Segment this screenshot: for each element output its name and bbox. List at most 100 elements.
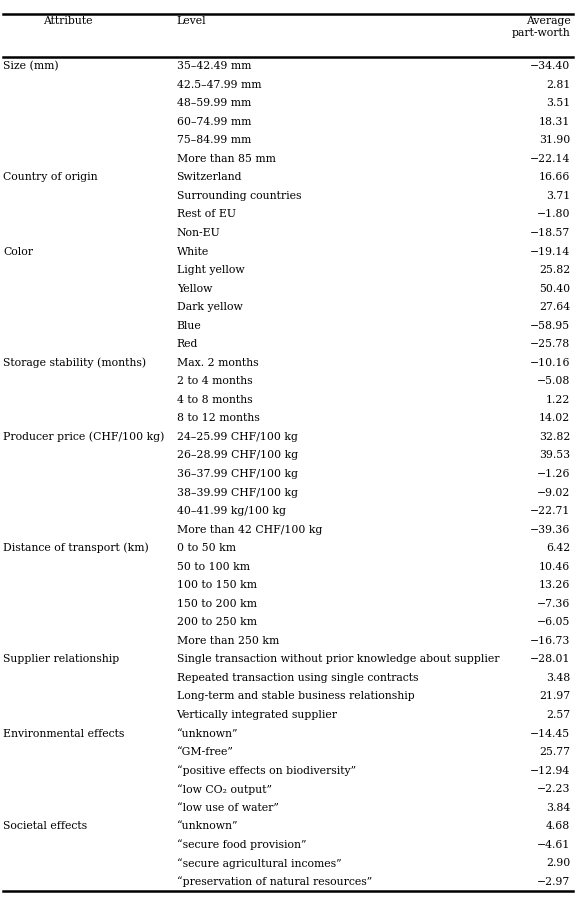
- Text: 21.97: 21.97: [539, 692, 570, 702]
- Text: −4.61: −4.61: [537, 840, 570, 850]
- Text: Non-EU: Non-EU: [177, 228, 221, 238]
- Text: 1.22: 1.22: [546, 395, 570, 405]
- Text: More than 42 CHF/100 kg: More than 42 CHF/100 kg: [177, 525, 322, 535]
- Text: −39.36: −39.36: [530, 525, 570, 535]
- Text: 50 to 100 km: 50 to 100 km: [177, 562, 250, 572]
- Text: Surrounding countries: Surrounding countries: [177, 191, 301, 201]
- Text: Average
part-worth: Average part-worth: [512, 16, 570, 38]
- Text: −28.01: −28.01: [530, 655, 570, 665]
- Text: −7.36: −7.36: [537, 599, 570, 609]
- Text: 18.31: 18.31: [539, 116, 570, 126]
- Text: 3.51: 3.51: [546, 98, 570, 108]
- Text: “secure agricultural incomes”: “secure agricultural incomes”: [177, 858, 341, 869]
- Text: 100 to 150 km: 100 to 150 km: [177, 580, 256, 590]
- Text: Red: Red: [177, 339, 198, 349]
- Text: Dark yellow: Dark yellow: [177, 302, 243, 312]
- Text: “positive effects on biodiversity”: “positive effects on biodiversity”: [177, 765, 356, 776]
- Text: 200 to 250 km: 200 to 250 km: [177, 617, 256, 627]
- Text: 38–39.99 CHF/100 kg: 38–39.99 CHF/100 kg: [177, 488, 298, 498]
- Text: −5.08: −5.08: [537, 376, 570, 386]
- Text: 3.48: 3.48: [546, 673, 570, 683]
- Text: Single transaction without prior knowledge about supplier: Single transaction without prior knowled…: [177, 655, 499, 665]
- Text: 0 to 50 km: 0 to 50 km: [177, 543, 236, 553]
- Text: Level: Level: [177, 16, 206, 26]
- Text: 31.90: 31.90: [539, 135, 570, 145]
- Text: 10.46: 10.46: [539, 562, 570, 572]
- Text: −14.45: −14.45: [530, 729, 570, 739]
- Text: Rest of EU: Rest of EU: [177, 209, 236, 219]
- Text: More than 250 km: More than 250 km: [177, 636, 279, 646]
- Text: 32.82: 32.82: [539, 432, 570, 442]
- Text: 60–74.99 mm: 60–74.99 mm: [177, 116, 251, 126]
- Text: Distance of transport (km): Distance of transport (km): [3, 543, 149, 554]
- Text: Supplier relationship: Supplier relationship: [3, 655, 119, 665]
- Text: 4 to 8 months: 4 to 8 months: [177, 395, 252, 405]
- Text: 25.77: 25.77: [539, 747, 570, 757]
- Text: 48–59.99 mm: 48–59.99 mm: [177, 98, 251, 108]
- Text: “preservation of natural resources”: “preservation of natural resources”: [177, 877, 372, 888]
- Text: 3.84: 3.84: [546, 803, 570, 813]
- Text: −1.26: −1.26: [537, 469, 570, 479]
- Text: −16.73: −16.73: [530, 636, 570, 646]
- Text: −6.05: −6.05: [537, 617, 570, 627]
- Text: 26–28.99 CHF/100 kg: 26–28.99 CHF/100 kg: [177, 450, 298, 460]
- Text: 6.42: 6.42: [546, 543, 570, 553]
- Text: 150 to 200 km: 150 to 200 km: [177, 599, 256, 609]
- Text: “unknown”: “unknown”: [177, 822, 238, 832]
- Text: 40–41.99 kg/100 kg: 40–41.99 kg/100 kg: [177, 506, 285, 516]
- Text: −9.02: −9.02: [537, 488, 570, 498]
- Text: −22.71: −22.71: [530, 506, 570, 516]
- Text: “low CO₂ output”: “low CO₂ output”: [177, 784, 272, 795]
- Text: 2.57: 2.57: [546, 710, 570, 720]
- Text: 50.40: 50.40: [539, 283, 570, 293]
- Text: “low use of water”: “low use of water”: [177, 803, 278, 813]
- Text: 13.26: 13.26: [539, 580, 570, 590]
- Text: Light yellow: Light yellow: [177, 265, 244, 275]
- Text: −1.80: −1.80: [537, 209, 570, 219]
- Text: 3.71: 3.71: [546, 191, 570, 201]
- Text: −25.78: −25.78: [530, 339, 570, 349]
- Text: Yellow: Yellow: [177, 283, 212, 293]
- Text: 2.81: 2.81: [546, 79, 570, 89]
- Text: Blue: Blue: [177, 321, 201, 331]
- Text: Max. 2 months: Max. 2 months: [177, 358, 258, 368]
- Text: More than 85 mm: More than 85 mm: [177, 154, 276, 164]
- Text: 36–37.99 CHF/100 kg: 36–37.99 CHF/100 kg: [177, 469, 298, 479]
- Text: −22.14: −22.14: [530, 154, 570, 164]
- Text: Vertically integrated supplier: Vertically integrated supplier: [177, 710, 338, 720]
- Text: Societal effects: Societal effects: [3, 822, 87, 832]
- Text: −19.14: −19.14: [530, 246, 570, 256]
- Text: 4.68: 4.68: [546, 822, 570, 832]
- Text: 24–25.99 CHF/100 kg: 24–25.99 CHF/100 kg: [177, 432, 298, 442]
- Text: “GM-free”: “GM-free”: [177, 747, 233, 757]
- Text: 14.02: 14.02: [539, 413, 570, 423]
- Text: 39.53: 39.53: [539, 450, 570, 460]
- Text: “unknown”: “unknown”: [177, 729, 238, 739]
- Text: −2.97: −2.97: [537, 877, 570, 887]
- Text: 8 to 12 months: 8 to 12 months: [177, 413, 259, 423]
- Text: Country of origin: Country of origin: [3, 172, 97, 182]
- Text: 42.5–47.99 mm: 42.5–47.99 mm: [177, 79, 261, 89]
- Text: −2.23: −2.23: [537, 784, 570, 794]
- Text: 16.66: 16.66: [539, 172, 570, 182]
- Text: Storage stability (months): Storage stability (months): [3, 357, 146, 368]
- Text: −10.16: −10.16: [530, 358, 570, 368]
- Text: White: White: [177, 246, 209, 256]
- Text: −12.94: −12.94: [530, 766, 570, 776]
- Text: Producer price (CHF/100 kg): Producer price (CHF/100 kg): [3, 432, 164, 442]
- Text: Switzerland: Switzerland: [177, 172, 242, 182]
- Text: −18.57: −18.57: [530, 228, 570, 238]
- Text: 35–42.49 mm: 35–42.49 mm: [177, 61, 251, 71]
- Text: −58.95: −58.95: [530, 321, 570, 331]
- Text: Attribute: Attribute: [43, 16, 93, 26]
- Text: 2.90: 2.90: [546, 859, 570, 869]
- Text: 27.64: 27.64: [539, 302, 570, 312]
- Text: 2 to 4 months: 2 to 4 months: [177, 376, 252, 386]
- Text: “secure food provision”: “secure food provision”: [177, 840, 306, 851]
- Text: −34.40: −34.40: [530, 61, 570, 71]
- Text: Long-term and stable business relationship: Long-term and stable business relationsh…: [177, 692, 415, 702]
- Text: 75–84.99 mm: 75–84.99 mm: [177, 135, 251, 145]
- Text: 25.82: 25.82: [539, 265, 570, 275]
- Text: Color: Color: [3, 246, 33, 256]
- Text: Repeated transaction using single contracts: Repeated transaction using single contra…: [177, 673, 418, 683]
